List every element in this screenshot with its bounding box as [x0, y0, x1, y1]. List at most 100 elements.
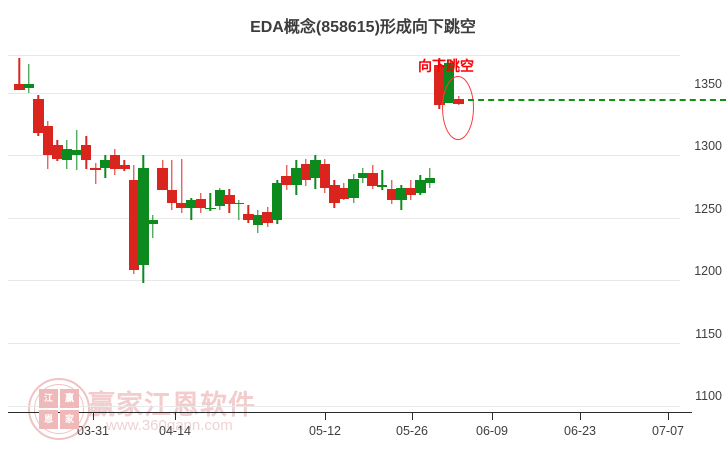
x-axis-label: 07-07: [652, 424, 684, 438]
candle: [157, 55, 168, 413]
x-axis-label: 06-23: [564, 424, 596, 438]
candle-body: [109, 155, 120, 169]
candle: [185, 55, 197, 413]
x-axis-tick: [668, 413, 669, 420]
candle: [100, 55, 111, 413]
stamp-char-2: 恩: [39, 410, 58, 429]
x-axis-line: [8, 412, 692, 413]
x-axis-label: 05-26: [396, 424, 428, 438]
y-axis-label: 1150: [695, 326, 722, 341]
candle-body: [185, 200, 197, 208]
candle-body: [367, 172, 378, 187]
x-axis-tick: [412, 413, 413, 420]
candle: [291, 55, 302, 413]
gridline: [8, 217, 680, 219]
candle-wick: [180, 158, 183, 213]
candle-body: [138, 167, 149, 266]
candle: [281, 55, 292, 413]
candle: [252, 55, 264, 413]
candle-body: [338, 187, 350, 199]
candle: [90, 55, 101, 413]
watermark-stamp-chars: 江 赢 恩 家: [39, 389, 79, 429]
gap-annotation-label: 向下跳空: [418, 58, 474, 74]
candle-body: [233, 202, 245, 205]
candle-body: [281, 176, 292, 186]
candle-body: [262, 211, 273, 223]
candle-body: [14, 83, 25, 91]
y-axis-label: 1200: [694, 264, 722, 279]
candle: [109, 55, 120, 413]
candle-body: [61, 148, 73, 161]
candle: [71, 55, 82, 413]
candle-wick: [190, 197, 192, 221]
candle: [348, 55, 359, 413]
candle-body: [119, 165, 130, 169]
candle: [166, 55, 178, 413]
candle-wick: [94, 162, 97, 184]
candle-body: [243, 214, 254, 221]
candle-body: [166, 190, 178, 203]
candle-body: [386, 188, 397, 201]
candle-body: [157, 167, 168, 191]
x-axis-label: 06-09: [476, 424, 508, 438]
page-title: EDA概念(858615)形成向下跳空: [250, 19, 476, 36]
candle: [33, 55, 44, 413]
watermark-url: www.360gann.com: [106, 417, 233, 434]
candle: [147, 55, 159, 413]
candle-body: [424, 177, 436, 183]
candle: [424, 55, 436, 413]
candle-body: [329, 185, 340, 203]
stamp-char-1: 赢: [60, 389, 79, 408]
candle-wick: [171, 160, 173, 211]
candle-body: [291, 167, 302, 186]
candle: [338, 55, 350, 413]
candle-body: [176, 202, 187, 208]
candle: [319, 55, 331, 413]
candle-body: [357, 172, 369, 178]
candle: [434, 55, 445, 413]
candle: [14, 55, 25, 413]
candle-wick: [152, 215, 154, 238]
y-axis-label: 1300: [694, 139, 722, 154]
x-axis-tick: [492, 413, 493, 420]
candle-wick: [381, 170, 383, 191]
candle: [224, 55, 235, 413]
candle: [205, 55, 216, 413]
candle-body: [310, 160, 321, 178]
candle: [300, 55, 311, 413]
gridline-top: [8, 55, 680, 56]
candle-body: [33, 98, 44, 133]
candle-body: [42, 126, 54, 156]
candle-body: [224, 195, 235, 204]
x-axis-label: 03-31: [77, 424, 109, 438]
candle-body: [415, 180, 426, 193]
candle-body: [90, 167, 101, 171]
candle: [329, 55, 340, 413]
gap-annotation-ellipse: [442, 76, 474, 140]
candle: [405, 55, 417, 413]
candle-body: [434, 65, 445, 106]
candle: [367, 55, 378, 413]
candle: [42, 55, 54, 413]
candle-body: [205, 207, 216, 210]
candle: [176, 55, 187, 413]
candle-body: [100, 160, 111, 168]
candle-wick: [238, 200, 240, 221]
candle-body: [214, 190, 226, 207]
candle-wick: [209, 192, 211, 212]
candle: [357, 55, 369, 413]
candle: [195, 55, 206, 413]
x-axis-tick: [175, 413, 176, 420]
candle: [23, 55, 35, 413]
candle: [119, 55, 130, 413]
candle: [128, 55, 140, 413]
gridline: [8, 342, 680, 344]
candle-wick: [247, 205, 250, 223]
candle: [61, 55, 73, 413]
plot-area: [8, 55, 680, 413]
candle: [396, 55, 407, 413]
candle: [80, 55, 92, 413]
candle: [262, 55, 273, 413]
y-axis-label: 1250: [694, 201, 722, 216]
